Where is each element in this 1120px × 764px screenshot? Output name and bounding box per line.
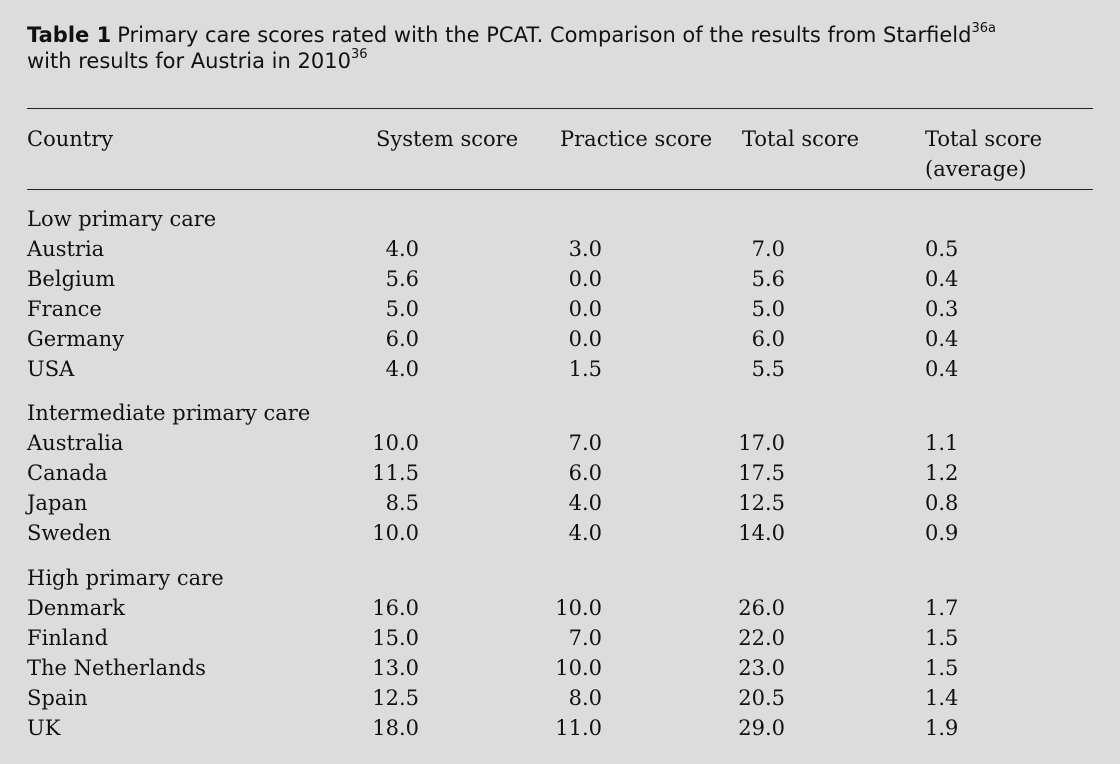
cell-system-score: 10.0 — [372, 521, 419, 545]
cell-system-score: 5.0 — [385, 297, 419, 321]
cell-total-average: 0.3 — [925, 297, 959, 321]
cell-system-score: 13.0 — [372, 656, 419, 680]
cell-total-average: 1.5 — [925, 656, 959, 680]
cell-practice-score: 0.0 — [568, 327, 602, 351]
cell-country: Sweden — [27, 521, 112, 545]
cell-country: Austria — [27, 237, 105, 261]
cell-total-score: 22.0 — [738, 626, 785, 650]
header-total-score: Total score — [742, 127, 860, 151]
cell-practice-score: 0.0 — [568, 297, 602, 321]
cell-practice-score: 6.0 — [568, 461, 602, 485]
cell-total-score: 5.5 — [751, 357, 785, 381]
caption-label: Table 1 — [27, 23, 112, 47]
cell-system-score: 15.0 — [372, 626, 419, 650]
cell-total-score: 7.0 — [751, 237, 785, 261]
cell-practice-score: 1.5 — [568, 357, 602, 381]
group-title: Low primary care — [27, 207, 217, 231]
cell-total-score: 23.0 — [738, 656, 785, 680]
cell-system-score: 4.0 — [385, 237, 419, 261]
cell-system-score: 6.0 — [385, 327, 419, 351]
cell-country: Belgium — [27, 267, 116, 291]
cell-system-score: 12.5 — [372, 686, 419, 710]
cell-total-average: 0.4 — [925, 267, 959, 291]
cell-total-score: 17.0 — [738, 431, 785, 455]
cell-practice-score: 4.0 — [568, 491, 602, 515]
cell-country: The Netherlands — [27, 656, 206, 680]
header-country: Country — [27, 127, 114, 151]
cell-practice-score: 7.0 — [568, 431, 602, 455]
cell-country: Canada — [27, 461, 108, 485]
table-top-rule — [27, 108, 1093, 109]
cell-total-average: 1.7 — [925, 596, 959, 620]
cell-country: UK — [27, 716, 61, 740]
caption-superscript-1: 36a — [971, 21, 996, 36]
cell-country: Finland — [27, 626, 109, 650]
cell-country: Germany — [27, 327, 125, 351]
cell-system-score: 11.5 — [372, 461, 419, 485]
caption-text-1: Primary care scores rated with the PCAT.… — [117, 23, 972, 47]
cell-country: Spain — [27, 686, 88, 710]
cell-system-score: 18.0 — [372, 716, 419, 740]
cell-total-score: 20.5 — [738, 686, 785, 710]
header-practice-score: Practice score — [560, 127, 713, 151]
cell-total-score: 17.5 — [738, 461, 785, 485]
cell-system-score: 5.6 — [385, 267, 419, 291]
cell-practice-score: 10.0 — [555, 656, 602, 680]
group-title: Intermediate primary care — [27, 401, 311, 425]
cell-system-score: 8.5 — [385, 491, 419, 515]
cell-practice-score: 8.0 — [568, 686, 602, 710]
cell-country: France — [27, 297, 102, 321]
group-title: High primary care — [27, 566, 224, 590]
cell-total-average: 1.9 — [925, 716, 959, 740]
cell-total-average: 1.5 — [925, 626, 959, 650]
table-caption: Table 1 Primary care scores rated with th… — [27, 22, 1097, 74]
cell-system-score: 10.0 — [372, 431, 419, 455]
caption-superscript-2: 36 — [350, 47, 368, 62]
cell-practice-score: 10.0 — [555, 596, 602, 620]
cell-total-average: 0.4 — [925, 357, 959, 381]
cell-practice-score: 3.0 — [568, 237, 602, 261]
header-total-average-line2: (average) — [925, 157, 1027, 181]
cell-total-score: 12.5 — [738, 491, 785, 515]
cell-country: Denmark — [27, 596, 125, 620]
cell-country: USA — [27, 357, 75, 381]
cell-system-score: 4.0 — [385, 357, 419, 381]
cell-total-average: 1.4 — [925, 686, 959, 710]
cell-total-average: 0.4 — [925, 327, 959, 351]
header-total-average-line1: Total score — [925, 127, 1043, 151]
cell-practice-score: 4.0 — [568, 521, 602, 545]
cell-country: Japan — [27, 491, 88, 515]
cell-total-score: 29.0 — [738, 716, 785, 740]
cell-total-score: 14.0 — [738, 521, 785, 545]
cell-total-score: 5.6 — [751, 267, 785, 291]
cell-total-average: 0.5 — [925, 237, 959, 261]
cell-system-score: 16.0 — [372, 596, 419, 620]
cell-total-score: 5.0 — [751, 297, 785, 321]
cell-practice-score: 11.0 — [555, 716, 602, 740]
cell-total-average: 1.2 — [925, 461, 959, 485]
cell-total-average: 0.8 — [925, 491, 959, 515]
caption-text-2: with results for Austria in 2010 — [27, 49, 351, 73]
header-total-average: Total score (average) — [925, 124, 1042, 184]
cell-total-score: 6.0 — [751, 327, 785, 351]
cell-country: Australia — [27, 431, 124, 455]
table-header-rule — [27, 189, 1093, 190]
cell-practice-score: 7.0 — [568, 626, 602, 650]
header-system-score: System score — [376, 127, 519, 151]
cell-total-average: 0.9 — [925, 521, 959, 545]
cell-total-average: 1.1 — [925, 431, 959, 455]
cell-practice-score: 0.0 — [568, 267, 602, 291]
cell-total-score: 26.0 — [738, 596, 785, 620]
